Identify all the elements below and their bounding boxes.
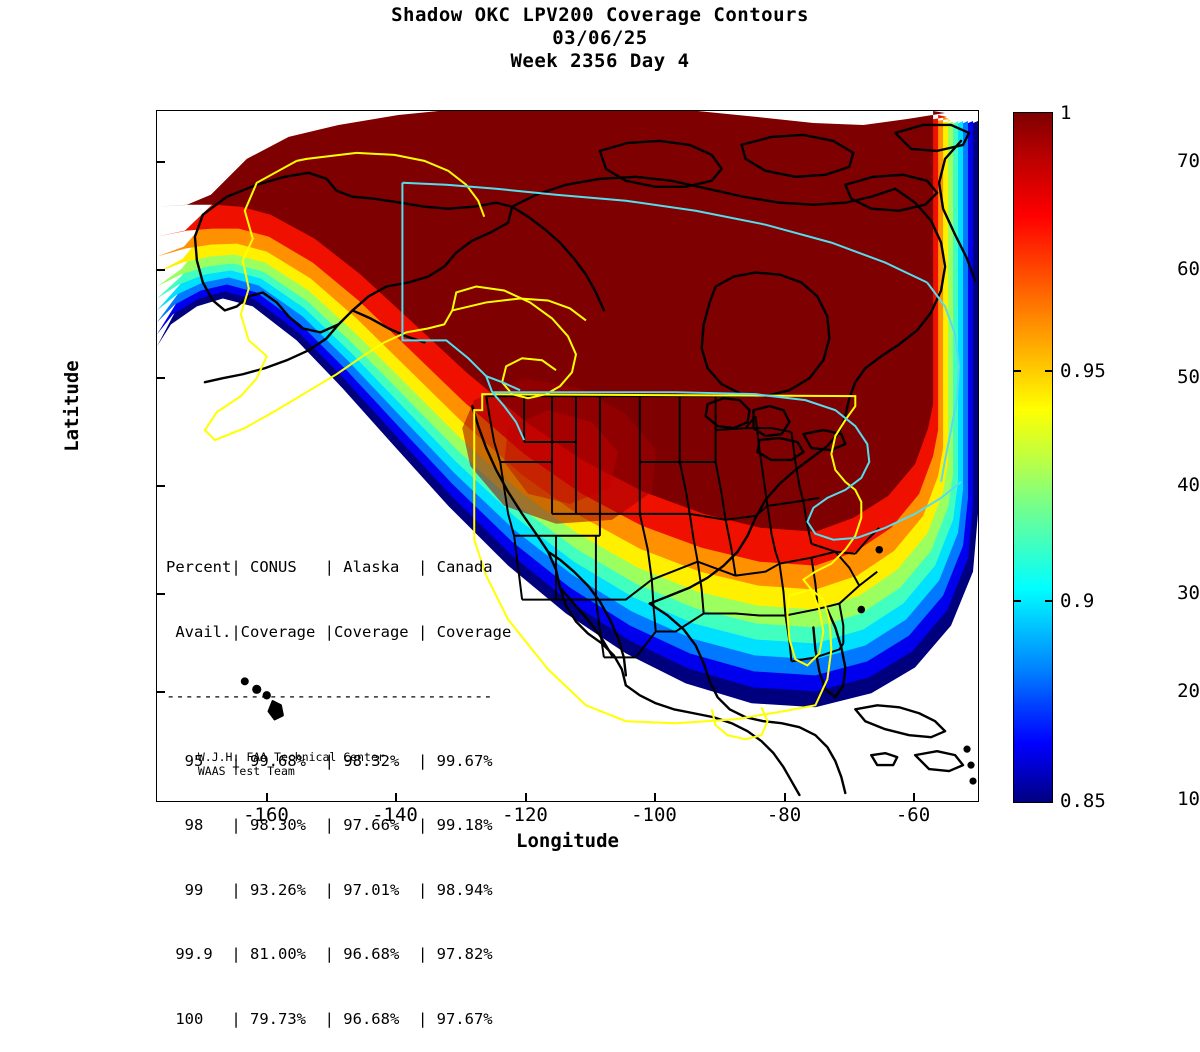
- table-row: 100 | 79.73% | 96.68% | 97.67%: [166, 1009, 493, 1028]
- ytick-label-50: 50: [1177, 366, 1200, 388]
- table-row: 99.9 | 81.00% | 96.68% | 97.82%: [166, 945, 493, 963]
- ytick-label-10: 10: [1177, 788, 1200, 810]
- coverage-contour-map: [157, 111, 978, 801]
- ytick-label-30: 30: [1177, 582, 1200, 604]
- ytick-label-70: 70: [1177, 150, 1200, 172]
- coverage-stats-table: Percent| CONUS | Alaska | Canada Avail.|…: [166, 514, 511, 1052]
- ytick-mark-30: [156, 593, 165, 595]
- colorbar: [1013, 112, 1053, 803]
- ytick-label-40: 40: [1177, 474, 1200, 496]
- ytick-mark-50: [156, 377, 165, 379]
- xtick-label-neg120: -120: [502, 804, 548, 826]
- chart-title: Shadow OKC LPV200 Coverage Contours 03/0…: [0, 4, 1200, 73]
- xtick-mark-neg160: [266, 793, 268, 802]
- title-line-2: 03/06/25: [552, 27, 648, 49]
- stats-header-row-1: Percent| CONUS | Alaska | Canada: [166, 558, 493, 576]
- colorbar-label-max: 1: [1060, 102, 1072, 124]
- colorbar-tick-0p9-left: [1013, 600, 1021, 602]
- ytick-label-60: 60: [1177, 258, 1200, 280]
- contour-band-interior-variation-2: [504, 410, 618, 504]
- ytick-mark-60: [156, 269, 165, 271]
- colorbar-label-mid: 0.95: [1060, 360, 1106, 382]
- table-row: 99 | 93.26% | 97.01% | 98.94%: [166, 880, 493, 899]
- conus-service-volume-boundary: [203, 151, 863, 741]
- title-line-1: Shadow OKC LPV200 Coverage Contours: [391, 4, 809, 26]
- table-row: 95 | 99.68% | 98.32% | 99.67%: [166, 751, 493, 770]
- x-axis-label: Longitude: [516, 830, 619, 852]
- colorbar-label-low: 0.9: [1060, 590, 1095, 612]
- stats-separator: -----------------------------------: [166, 687, 493, 705]
- y-axis-label: Latitude: [61, 360, 83, 452]
- stats-header-row-2: Avail.|Coverage |Coverage | Coverage: [166, 622, 512, 641]
- xtick-label-neg80: -80: [766, 804, 802, 826]
- credit-line-2: WAAS Test Team: [197, 764, 295, 778]
- colorbar-tick-0p95-right: [1045, 370, 1053, 372]
- ytick-mark-20: [156, 691, 165, 693]
- xtick-label-neg140: -140: [372, 804, 418, 826]
- ytick-mark-40: [156, 485, 165, 487]
- canada-service-volume-boundary: [401, 181, 962, 541]
- colorbar-gradient: [1013, 112, 1053, 803]
- ytick-label-20: 20: [1177, 680, 1200, 702]
- map-plot-area: [156, 110, 979, 802]
- colorbar-label-min: 0.85: [1060, 790, 1106, 812]
- colorbar-tick-0p95-left: [1013, 370, 1021, 372]
- xtick-mark-neg140: [395, 793, 397, 802]
- xtick-mark-neg80: [784, 793, 786, 802]
- xtick-mark-neg100: [654, 793, 656, 802]
- xtick-mark-neg120: [525, 793, 527, 802]
- ytick-mark-70: [156, 161, 165, 163]
- credit-text: W.J.H. FAA Technical Center WAAS Test Te…: [184, 736, 385, 778]
- xtick-label-neg60: -60: [895, 804, 931, 826]
- xtick-mark-neg60: [913, 793, 915, 802]
- xtick-label-neg160: -160: [243, 804, 289, 826]
- colorbar-tick-0p9-right: [1045, 600, 1053, 602]
- credit-line-1: W.J.H. FAA Technical Center: [197, 750, 385, 764]
- xtick-label-neg100: -100: [631, 804, 677, 826]
- title-line-3: Week 2356 Day 4: [510, 50, 690, 72]
- table-row: 98 | 98.30% | 97.66% | 99.18%: [166, 816, 493, 834]
